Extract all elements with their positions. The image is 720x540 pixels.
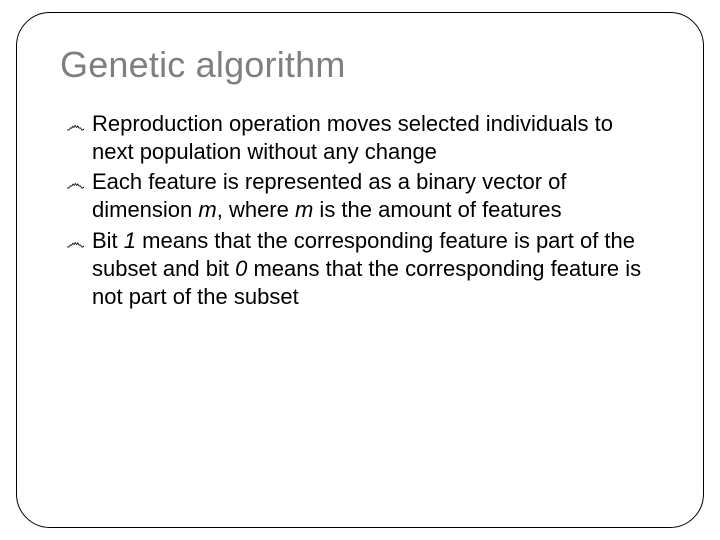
bullet-item: ෴ Reproduction operation moves selected … bbox=[66, 110, 650, 166]
bullet-item: ෴ Each feature is represented as a binar… bbox=[66, 168, 650, 224]
bullet-text: Reproduction operation moves selected in… bbox=[92, 111, 613, 164]
bullet-item: ෴ Bit 1 means that the corresponding fea… bbox=[66, 227, 650, 311]
slide: Genetic algorithm ෴ Reproduction operati… bbox=[0, 0, 720, 540]
bullet-icon: ෴ bbox=[66, 114, 85, 140]
bullet-icon: ෴ bbox=[66, 172, 85, 198]
bullet-text: Each feature is represented as a binary … bbox=[92, 169, 566, 222]
bullet-text: Bit 1 means that the corresponding featu… bbox=[92, 228, 641, 309]
slide-title: Genetic algorithm bbox=[60, 44, 346, 86]
bullet-icon: ෴ bbox=[66, 231, 85, 257]
slide-body: ෴ Reproduction operation moves selected … bbox=[66, 110, 650, 313]
